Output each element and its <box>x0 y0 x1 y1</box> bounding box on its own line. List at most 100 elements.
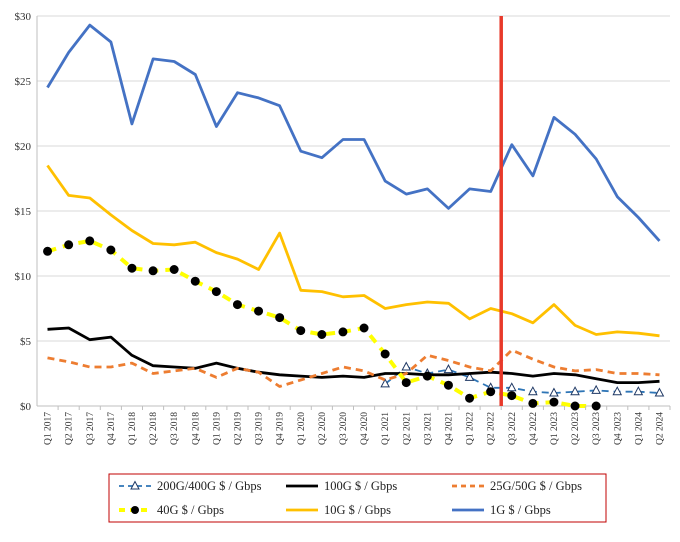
data-point <box>148 266 158 276</box>
x-tick-label: Q1 2024 <box>634 412 644 445</box>
x-tick-label: Q4 2018 <box>191 412 201 445</box>
y-tick-label: $10 <box>15 271 32 283</box>
x-tick-label: Q2 2017 <box>65 412 75 445</box>
legend-item: 1G $ / Gbps <box>452 503 551 517</box>
data-point <box>43 246 53 256</box>
x-tick-label: Q1 2017 <box>44 412 54 445</box>
x-tick-label: Q4 2021 <box>444 412 454 445</box>
x-tick-label: Q2 2018 <box>149 412 159 445</box>
series-line <box>384 366 660 394</box>
data-point <box>528 398 538 408</box>
series-1g <box>46 23 661 242</box>
y-tick-label: $25 <box>15 76 32 88</box>
x-tick-label: Q3 2020 <box>339 412 349 445</box>
data-point <box>127 263 137 273</box>
x-tick-label: Q3 2018 <box>170 412 180 445</box>
x-tick-label: Q2 2024 <box>655 412 665 445</box>
x-tick-label: Q3 2019 <box>255 412 265 445</box>
data-point <box>64 240 74 250</box>
data-point <box>549 397 559 407</box>
x-tick-labels: Q1 2017 Q2 2017 Q3 2017 Q4 2017 Q1 2018 Q2 20… <box>44 406 671 445</box>
series-line <box>46 164 660 338</box>
data-point <box>85 236 95 246</box>
legend-label: 40G $ / Gbps <box>157 503 224 517</box>
data-point <box>612 386 623 396</box>
data-point <box>633 386 644 396</box>
data-point <box>380 349 390 359</box>
series-line <box>46 238 597 408</box>
x-tick-label: Q3 2022 <box>508 412 518 445</box>
y-tick-label: $30 <box>15 11 32 23</box>
legend-item: 25G/50G $ / Gbps <box>452 479 582 493</box>
y-tick-labels: $0 $5 $10 $15 $20 $25 $30 <box>15 11 32 413</box>
x-tick-label: Q2 2022 <box>487 412 497 445</box>
legend-label: 25G/50G $ / Gbps <box>490 479 582 493</box>
x-tick-label: Q1 2022 <box>466 412 476 445</box>
data-point <box>443 380 453 390</box>
x-tick-label: Q1 2023 <box>550 412 560 445</box>
data-point <box>465 393 475 403</box>
x-tick-label: Q4 2020 <box>360 412 370 445</box>
legend-marker <box>131 506 139 514</box>
x-tick-label: Q4 2019 <box>276 412 286 445</box>
x-tick-label: Q2 2019 <box>233 412 243 445</box>
data-point <box>507 391 517 401</box>
series-line <box>46 23 661 242</box>
y-tick-label: $20 <box>15 141 32 153</box>
x-tick-label: Q4 2023 <box>613 412 623 445</box>
x-tick-label: Q3 2021 <box>423 412 433 445</box>
x-tick-label: Q1 2018 <box>128 412 138 445</box>
gridlines <box>37 15 670 342</box>
legend: 200G/400G $ / Gbps 100G $ / Gbps 25G/50G $… <box>108 473 607 523</box>
data-point <box>591 384 601 394</box>
series-40g <box>43 236 601 411</box>
data-point <box>254 306 264 316</box>
data-point <box>654 387 665 397</box>
data-point <box>211 287 221 297</box>
x-tick-label: Q2 2020 <box>318 412 328 445</box>
data-point <box>190 276 200 286</box>
legend-marker <box>130 480 140 490</box>
series-line <box>47 326 660 384</box>
data-point <box>464 371 475 381</box>
legend-item: 10G $ / Gbps <box>286 503 391 517</box>
y-tick-label: $15 <box>15 206 32 218</box>
data-point <box>443 364 454 374</box>
data-point <box>528 386 538 396</box>
data-point <box>106 245 116 255</box>
x-tick-label: Q4 2022 <box>529 412 539 445</box>
legend-item: 100G $ / Gbps <box>286 479 397 493</box>
x-tick-label: Q3 2023 <box>592 412 602 445</box>
legend-box <box>108 473 607 523</box>
data-point <box>570 386 580 396</box>
data-point <box>401 378 411 388</box>
series-100g <box>47 326 660 384</box>
legend-label: 200G/400G $ / Gbps <box>157 479 262 493</box>
data-point <box>486 387 496 397</box>
x-tick-label: Q2 2021 <box>402 412 412 445</box>
data-point <box>506 382 517 392</box>
legend-label: 100G $ / Gbps <box>324 479 397 493</box>
data-point <box>401 361 412 371</box>
x-tick-label: Q1 2019 <box>212 412 222 445</box>
data-point <box>232 300 242 310</box>
series-10g <box>46 164 660 338</box>
x-tick-label: Q1 2021 <box>381 412 391 445</box>
x-tick-label: Q1 2020 <box>297 412 307 445</box>
data-point <box>422 371 432 381</box>
x-tick-label: Q4 2017 <box>107 412 117 445</box>
data-point <box>359 323 369 333</box>
data-point <box>380 378 390 388</box>
data-point <box>296 326 306 336</box>
x-tick-label: Q2 2023 <box>571 412 581 445</box>
x-tick-label: Q3 2017 <box>86 412 96 445</box>
legend-item: 200G/400G $ / Gbps <box>119 479 262 493</box>
data-point <box>169 265 179 274</box>
series-lines <box>43 23 665 411</box>
data-point <box>275 313 285 323</box>
y-tick-label: $0 <box>20 401 32 413</box>
legend-label: 10G $ / Gbps <box>324 503 391 517</box>
